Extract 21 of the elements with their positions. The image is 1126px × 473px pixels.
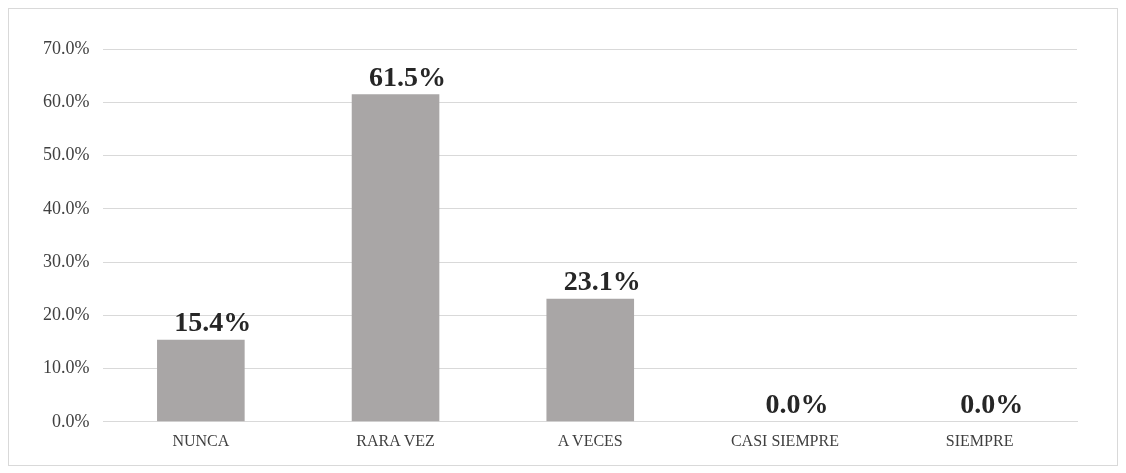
- data-label: 61.5%: [369, 60, 447, 92]
- data-label: 0.0%: [765, 388, 829, 420]
- y-tick-label: 30.0%: [42, 250, 90, 271]
- y-tick-label: 40.0%: [42, 197, 90, 218]
- x-tick-label: CASI SIEMPRE: [730, 431, 839, 449]
- bar: [351, 94, 440, 422]
- y-tick-label: 20.0%: [42, 304, 90, 325]
- data-label: 0.0%: [960, 388, 1024, 420]
- y-tick-label: 0.0%: [51, 410, 90, 431]
- x-tick-label: NUNCA: [172, 431, 230, 449]
- data-label: 23.1%: [563, 265, 641, 297]
- y-tick-label: 50.0%: [42, 144, 90, 165]
- x-tick-label: SIEMPRE: [945, 431, 1014, 449]
- y-tick-label: 10.0%: [42, 357, 90, 378]
- x-tick-label: A VECES: [557, 431, 623, 449]
- y-tick-label: 60.0%: [42, 90, 90, 111]
- x-tick-label: RARA VEZ: [356, 431, 435, 449]
- bar: [157, 339, 245, 422]
- y-tick-label: 70.0%: [42, 37, 90, 58]
- bar: [546, 298, 635, 422]
- data-label: 15.4%: [174, 306, 252, 338]
